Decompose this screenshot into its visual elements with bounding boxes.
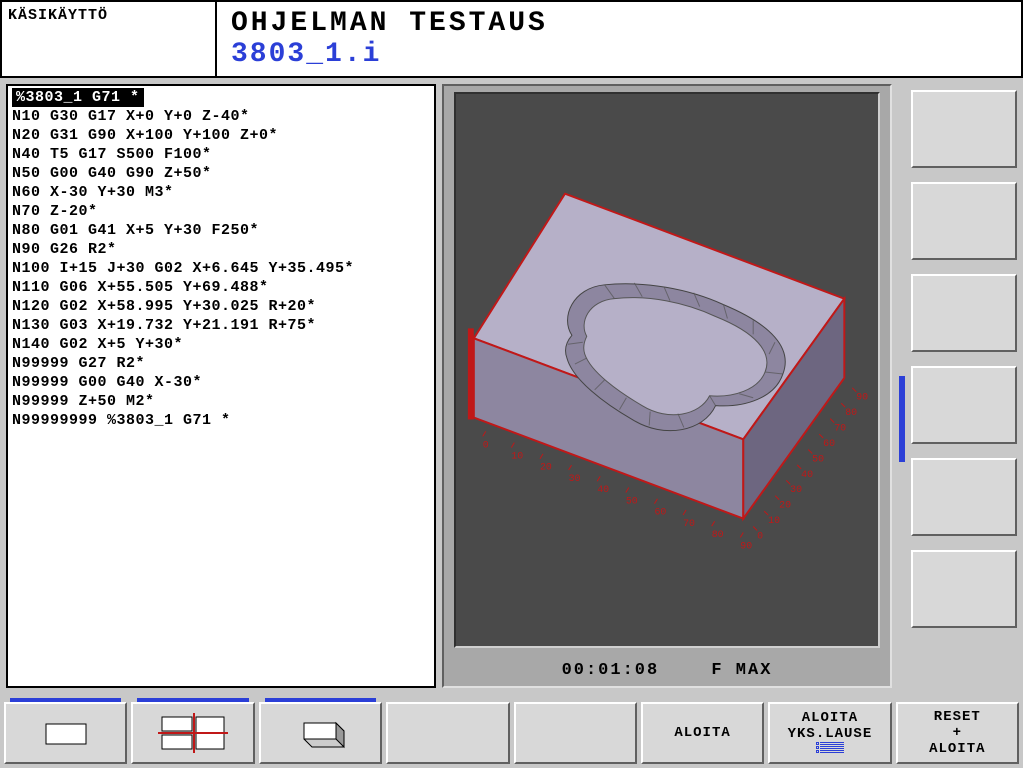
graphics-panel: 0 10 20 30 40 50 60 70 80 90 0 10 20 30 40 50 60 70 80 90 …: [442, 84, 892, 688]
hsoftkey-1[interactable]: [131, 702, 254, 764]
solid-preview-icon: 0 10 20 30 40 50 60 70 80 90 0 10 20 30 40 50 60 70 80 90: [456, 94, 878, 646]
vertical-softkeys: [905, 84, 1023, 634]
hsoftkey-5[interactable]: ALOITA: [641, 702, 764, 764]
svg-text:80: 80: [712, 529, 724, 540]
svg-text:50: 50: [626, 495, 638, 506]
nc-line[interactable]: N50 G00 G40 G90 Z+50*: [12, 164, 434, 183]
title-panel: OHJELMAN TESTAUS 3803_1.i: [216, 0, 1023, 78]
softkey-label: ALOITA: [929, 741, 985, 757]
vsoftkey-1[interactable]: [911, 182, 1017, 260]
svg-text:60: 60: [823, 438, 835, 449]
svg-text:20: 20: [540, 462, 552, 473]
vsoftkey-3[interactable]: [911, 366, 1017, 444]
hsoftkey-6[interactable]: ALOITAYKS.LAUSE: [768, 702, 891, 764]
page-title: OHJELMAN TESTAUS: [231, 8, 1007, 39]
vsoftkey-2[interactable]: [911, 274, 1017, 352]
program-file: 3803_1.i: [231, 39, 1007, 70]
nc-line[interactable]: N130 G03 X+19.732 Y+21.191 R+75*: [12, 316, 434, 335]
nc-line[interactable]: N90 G26 R2*: [12, 240, 434, 259]
softkey-label: YKS.LAUSE: [788, 726, 873, 742]
svg-text:90: 90: [740, 540, 752, 551]
nc-line[interactable]: N110 G06 X+55.505 Y+69.488*: [12, 278, 434, 297]
svg-text:80: 80: [845, 407, 857, 418]
softkey-label: RESET: [934, 709, 981, 725]
svg-text:30: 30: [790, 484, 802, 495]
horizontal-softkeys: ALOITAALOITAYKS.LAUSERESET+ALOITA: [0, 698, 1023, 768]
nc-line[interactable]: N99999999 %3803_1 G71 *: [12, 411, 434, 430]
nc-line[interactable]: N10 G30 G17 X+0 Y+0 Z-40*: [12, 107, 434, 126]
svg-text:30: 30: [569, 473, 581, 484]
nc-line[interactable]: N70 Z-20*: [12, 202, 434, 221]
vsoftkey-4[interactable]: [911, 458, 1017, 536]
svg-text:40: 40: [801, 469, 813, 480]
vsoftkey-5[interactable]: [911, 550, 1017, 628]
svg-text:0: 0: [757, 530, 763, 541]
nc-line[interactable]: N120 G02 X+58.995 Y+30.025 R+20*: [12, 297, 434, 316]
nc-program-panel[interactable]: %3803_1 G71 *N10 G30 G17 X+0 Y+0 Z-40*N2…: [6, 84, 436, 688]
svg-text:40: 40: [597, 484, 609, 495]
hsoftkey-0[interactable]: [4, 702, 127, 764]
svg-text:20: 20: [779, 500, 791, 511]
svg-text:10: 10: [511, 450, 523, 461]
mode-label: KÄSIKÄYTTÖ: [8, 7, 108, 24]
vsoftkey-0[interactable]: [911, 90, 1017, 168]
softkey-label: +: [953, 725, 962, 741]
nc-line[interactable]: N80 G01 G41 X+5 Y+30 F250*: [12, 221, 434, 240]
svg-text:50: 50: [812, 453, 824, 464]
svg-text:0: 0: [483, 439, 489, 450]
svg-text:90: 90: [856, 392, 868, 403]
feed-mode: F MAX: [711, 661, 772, 680]
view-solid-icon: [292, 713, 348, 753]
hsoftkey-2[interactable]: [259, 702, 382, 764]
nc-line[interactable]: N140 G02 X+5 Y+30*: [12, 335, 434, 354]
svg-text:10: 10: [768, 515, 780, 526]
svg-text:70: 70: [834, 423, 846, 434]
nc-line[interactable]: N99999 G00 G40 X-30*: [12, 373, 434, 392]
nc-line[interactable]: N100 I+15 J+30 G02 X+6.645 Y+35.495*: [12, 259, 434, 278]
view-3side-icon: [158, 713, 228, 753]
nc-line[interactable]: N60 X-30 Y+30 M3*: [12, 183, 434, 202]
nc-line[interactable]: N20 G31 G90 X+100 Y+100 Z+0*: [12, 126, 434, 145]
vertical-active-indicator: [899, 376, 905, 462]
nc-line[interactable]: N99999 Z+50 M2*: [12, 392, 434, 411]
view-plan-icon: [38, 716, 94, 750]
hsoftkey-4[interactable]: [514, 702, 637, 764]
hsoftkey-3[interactable]: [386, 702, 509, 764]
single-block-icon: [816, 742, 844, 756]
softkey-label: ALOITA: [802, 710, 858, 726]
softkey-label: ALOITA: [674, 725, 730, 741]
graphics-viewport[interactable]: 0 10 20 30 40 50 60 70 80 90 0 10 20 30 40 50 60 70 80 90: [454, 92, 880, 648]
sim-time: 00:01:08: [562, 661, 660, 680]
svg-text:70: 70: [683, 518, 695, 529]
nc-line[interactable]: N40 T5 G17 S500 F100*: [12, 145, 434, 164]
svg-text:60: 60: [654, 507, 666, 518]
nc-line[interactable]: %3803_1 G71 *: [12, 88, 434, 107]
hsoftkey-7[interactable]: RESET+ALOITA: [896, 702, 1019, 764]
mode-panel: KÄSIKÄYTTÖ: [0, 0, 216, 78]
graphics-status-bar: 00:01:08 F MAX: [444, 661, 890, 680]
nc-line[interactable]: N99999 G27 R2*: [12, 354, 434, 373]
